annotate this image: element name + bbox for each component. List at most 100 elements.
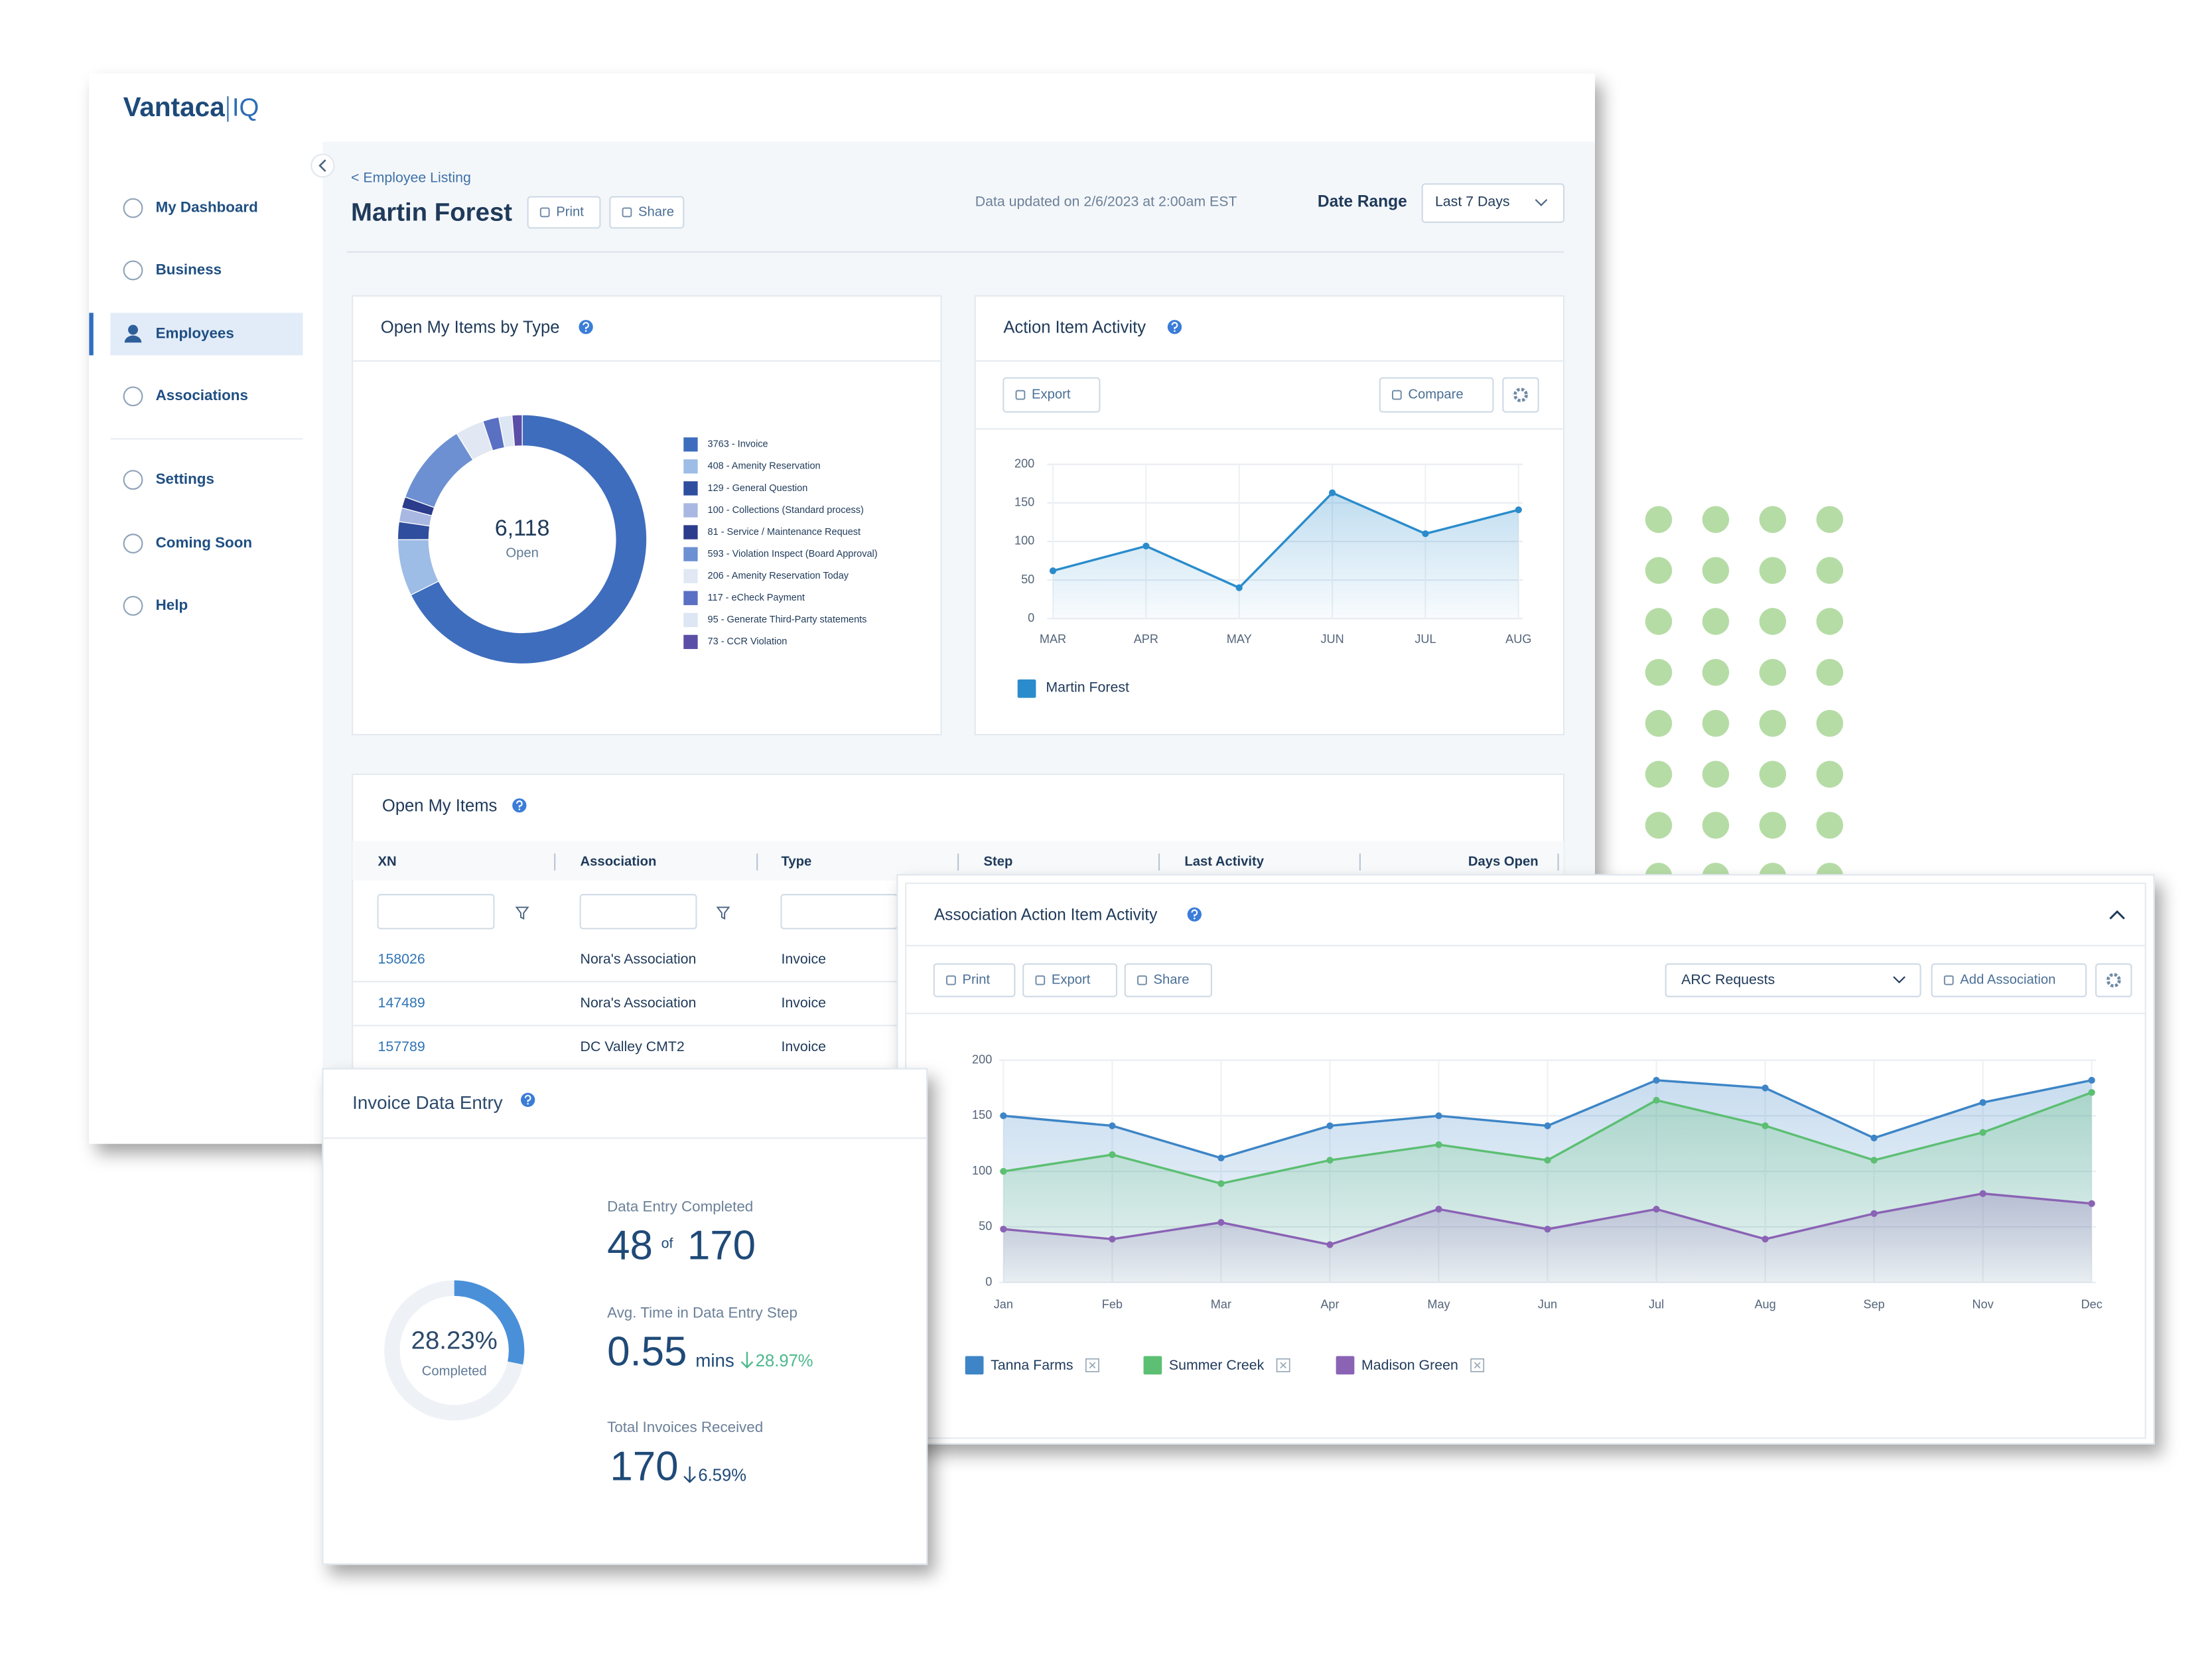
decor-dot: [1816, 506, 1844, 534]
series-point: [1762, 1122, 1769, 1129]
series-point: [1435, 1141, 1442, 1149]
settings-button[interactable]: [2095, 963, 2132, 997]
decor-dot: [1816, 760, 1844, 788]
column-header: Last Activity: [1184, 854, 1264, 869]
nav-item[interactable]: Help: [156, 597, 188, 613]
filter-input[interactable]: [780, 894, 898, 930]
button[interactable]: [1379, 377, 1494, 413]
legend-remove[interactable]: [1085, 1358, 1099, 1372]
table-cell: Nora's Association: [581, 995, 697, 1011]
legend-swatch: [683, 525, 698, 540]
y-tick-label: 0: [1028, 611, 1034, 624]
table-cell: Invoice: [781, 995, 826, 1011]
button[interactable]: [1931, 963, 2087, 997]
nav-icon: [123, 386, 143, 407]
progress-label: 28.23%: [411, 1326, 498, 1354]
legend-label: 408 - Amenity Reservation: [708, 461, 821, 472]
help-icon-dot: [1194, 917, 1196, 920]
y-tick-label: 100: [972, 1164, 992, 1177]
decor-dot: [1645, 608, 1673, 635]
series-point: [1544, 1122, 1551, 1129]
stat-value: 170: [610, 1443, 678, 1489]
stat-label: Total Invoices Received: [607, 1419, 763, 1435]
series-point: [1870, 1134, 1878, 1142]
legend-swatch: [683, 459, 698, 474]
x-tick-label: Dec: [2081, 1298, 2103, 1311]
series-point: [1109, 1122, 1116, 1129]
series-point: [2088, 1200, 2095, 1207]
column-header: Association: [581, 854, 657, 869]
breadcrumb[interactable]: < Employee Listing: [351, 169, 471, 185]
select[interactable]: [1665, 963, 1921, 997]
series-point: [1000, 1112, 1007, 1119]
x-tick-label: Aug: [1754, 1298, 1775, 1311]
x-tick-label: Jul: [1649, 1298, 1664, 1311]
button[interactable]: [527, 196, 601, 229]
collapse-button[interactable]: [311, 153, 335, 178]
legend-remove-x: [1280, 1362, 1286, 1369]
down-arrow: [683, 1466, 696, 1484]
nav-item[interactable]: My Dashboard: [156, 199, 258, 216]
x-tick-label: Jun: [1538, 1298, 1557, 1311]
stat-unit: mins: [695, 1350, 734, 1370]
date-range-select[interactable]: [1421, 183, 1565, 223]
select-value: ARC Requests: [1681, 972, 1775, 987]
help-icon-dot: [585, 330, 587, 332]
button[interactable]: [933, 963, 1016, 997]
x-tick-label: Jan: [994, 1298, 1013, 1311]
legend-remove[interactable]: [1470, 1358, 1485, 1372]
button-label: Export: [1052, 973, 1091, 987]
series-point: [1544, 1157, 1551, 1164]
row-link[interactable]: 157789: [378, 1039, 425, 1054]
nav-item[interactable]: Business: [156, 261, 222, 277]
settings-button[interactable]: [1502, 377, 1539, 413]
stat-of: of: [661, 1236, 673, 1252]
x-tick-label: Sep: [1863, 1298, 1884, 1311]
nav-item[interactable]: Employees: [156, 325, 234, 341]
nav-icon: [124, 335, 142, 343]
legend-swatch: [683, 547, 698, 561]
panel-title: Invoice Data Entry: [352, 1092, 503, 1113]
page-title: Martin Forest: [351, 198, 512, 226]
filter-input[interactable]: [579, 894, 697, 930]
series-point: [1979, 1190, 1986, 1197]
filter-input[interactable]: [377, 894, 495, 930]
nav-icon: [123, 470, 143, 490]
nav-item[interactable]: Settings: [156, 470, 214, 487]
series-point: [1109, 1151, 1116, 1159]
row-link[interactable]: 158026: [378, 951, 425, 967]
nav-item[interactable]: Associations: [156, 387, 248, 403]
legend-remove[interactable]: [1276, 1358, 1290, 1372]
button[interactable]: [609, 196, 685, 229]
decor-dot: [1702, 506, 1730, 534]
column-header: Days Open: [1468, 854, 1539, 869]
series-point: [1870, 1157, 1878, 1164]
series-point: [1326, 1122, 1334, 1129]
help-icon-glyph: [1171, 322, 1178, 329]
button[interactable]: [1124, 963, 1212, 997]
y-tick-label: 50: [1021, 573, 1034, 586]
button[interactable]: [1022, 963, 1118, 997]
button-label: Print: [962, 973, 990, 987]
y-tick-label: 200: [1014, 457, 1034, 470]
date-range-value: Last 7 Days: [1435, 194, 1510, 210]
table-cell: Invoice: [781, 951, 826, 967]
series-point: [1328, 489, 1336, 496]
series-point: [1422, 530, 1429, 538]
y-tick-label: 150: [1014, 496, 1034, 509]
row-link[interactable]: 147489: [378, 995, 425, 1011]
decor-dot: [1816, 658, 1844, 686]
help-icon-dot: [1174, 330, 1176, 332]
collapse-chevron[interactable]: [2109, 910, 2125, 920]
button[interactable]: [1002, 377, 1101, 413]
legend-swatch: [683, 481, 698, 496]
x-tick-label: MAY: [1227, 632, 1252, 646]
column-header: Step: [983, 854, 1012, 869]
filter-icon: [515, 906, 529, 920]
nav-item[interactable]: Coming Soon: [156, 534, 252, 551]
decor-dot: [1702, 709, 1730, 737]
series-point: [1979, 1099, 1986, 1106]
series-point: [1435, 1205, 1442, 1213]
button-label: Add Association: [1960, 973, 2055, 987]
decor-dot: [1645, 506, 1673, 534]
